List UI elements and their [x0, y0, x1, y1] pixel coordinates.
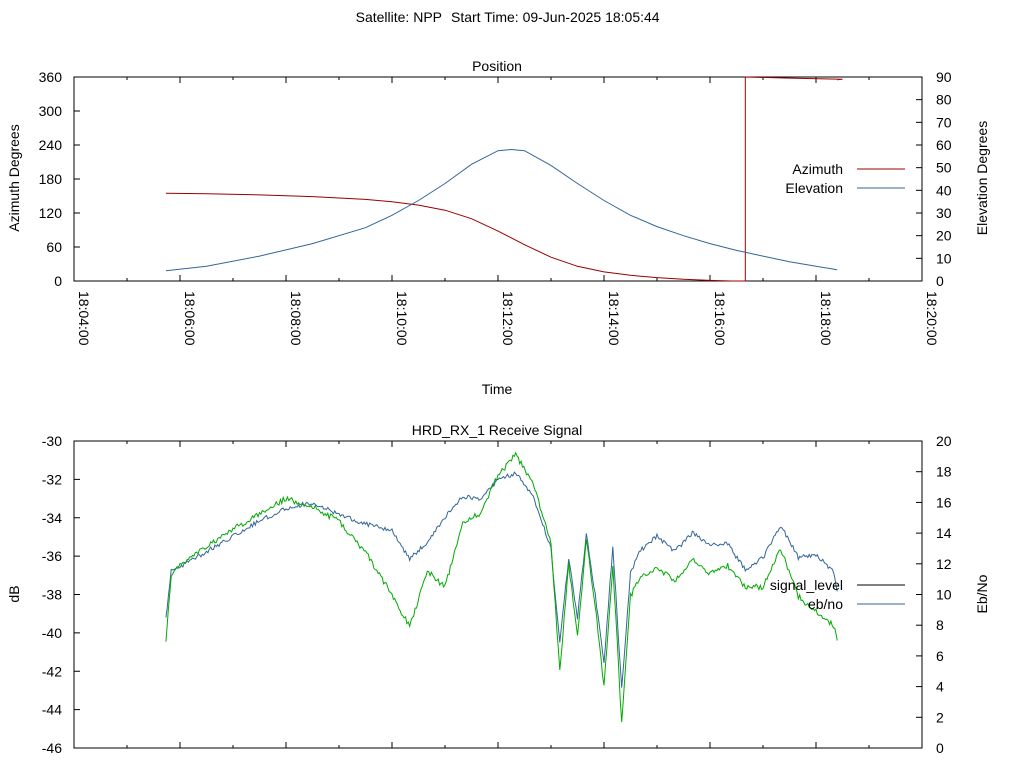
- position-y2-tick-label: 40: [936, 182, 952, 198]
- signal-y-tick-label: -46: [42, 740, 62, 756]
- signal-chart-title: HRD_RX_1 Receive Signal: [412, 422, 582, 438]
- position-y2-tick-label: 70: [936, 114, 952, 130]
- signal-legend-label: signal_level: [770, 577, 843, 593]
- position-chart-title: Position: [472, 58, 522, 74]
- position-y2-tick-label: 60: [936, 137, 952, 153]
- position-y2-tick-label: 10: [936, 250, 952, 266]
- header-satellite: Satellite: NPP: [356, 9, 442, 25]
- position-y-axis-label: Azimuth Degrees: [6, 124, 22, 231]
- signal-eb-no-line: [165, 471, 838, 688]
- position-y-tick-label: 120: [39, 205, 63, 221]
- signal-series-2-line: [165, 451, 838, 723]
- position-y2-axis-label: Elevation Degrees: [974, 121, 990, 235]
- signal-y-tick-label: -40: [42, 625, 62, 641]
- signal-y-axis-label: dB: [6, 585, 22, 602]
- signal-y2-tick-label: 16: [936, 494, 952, 510]
- position-elevation-line: [165, 148, 838, 272]
- position-y-tick-label: 360: [39, 69, 63, 85]
- position-x-axis-label: Time: [482, 381, 513, 397]
- position-y-tick-label: 60: [46, 239, 62, 255]
- signal-y2-tick-label: 8: [936, 617, 944, 633]
- position-y-tick-label: 0: [54, 273, 62, 289]
- signal-y2-tick-label: 20: [936, 433, 952, 449]
- position-x-tick-label: 18:18:00: [818, 291, 834, 346]
- position-x-tick-label: 18:08:00: [288, 291, 304, 346]
- position-azimuth-line: [165, 76, 843, 282]
- position-x-tick-label: 18:06:00: [182, 291, 198, 346]
- position-y2-tick-label: 30: [936, 205, 952, 221]
- position-x-tick-label: 18:20:00: [924, 291, 940, 346]
- position-y-tick-label: 300: [39, 103, 63, 119]
- position-y2-tick-label: 50: [936, 160, 952, 176]
- signal-y2-tick-label: 12: [936, 556, 952, 572]
- signal-y-tick-label: -34: [42, 510, 62, 526]
- position-y-tick-label: 180: [39, 171, 63, 187]
- position-legend-label: Elevation: [785, 180, 843, 196]
- signal-y-tick-label: -42: [42, 663, 62, 679]
- signal-chart: HRD_RX_1 Receive Signal dB Eb/No -30 -32 -…: [6, 422, 990, 756]
- position-y2-tick-label: 0: [936, 273, 944, 289]
- signal-legend-label: eb/no: [808, 596, 843, 612]
- position-x-tick-label: 18:12:00: [500, 291, 516, 346]
- signal-y2-tick-label: 0: [936, 740, 944, 756]
- position-y2-tick-label: 20: [936, 228, 952, 244]
- position-chart: Position Time Azimuth Degrees Elevation …: [6, 58, 990, 397]
- position-x-tick-label: 18:16:00: [712, 291, 728, 346]
- signal-y-tick-label: -30: [42, 433, 62, 449]
- position-y-tick-label: 240: [39, 137, 63, 153]
- signal-y-tick-label: -36: [42, 548, 62, 564]
- signal-y2-tick-label: 10: [936, 587, 952, 603]
- position-y2-tick-label: 90: [936, 69, 952, 85]
- header-start-time: Start Time: 09-Jun-2025 18:05:44: [451, 9, 660, 25]
- signal-y-tick-label: -32: [42, 471, 62, 487]
- position-y2-tick-label: 80: [936, 92, 952, 108]
- signal-y2-tick-label: 14: [936, 525, 952, 541]
- signal-y2-tick-label: 4: [936, 679, 944, 695]
- signal-y-tick-label: -38: [42, 587, 62, 603]
- signal-y2-tick-label: 6: [936, 648, 944, 664]
- position-legend-label: Azimuth: [792, 161, 843, 177]
- position-x-tick-label: 18:14:00: [606, 291, 622, 346]
- signal-y2-tick-label: 18: [936, 464, 952, 480]
- signal-y2-axis-label: Eb/No: [974, 574, 990, 613]
- position-x-tick-label: 18:04:00: [76, 291, 92, 346]
- signal-y-tick-label: -44: [42, 702, 62, 718]
- position-x-tick-label: 18:10:00: [394, 291, 410, 346]
- signal-y2-tick-label: 2: [936, 709, 944, 725]
